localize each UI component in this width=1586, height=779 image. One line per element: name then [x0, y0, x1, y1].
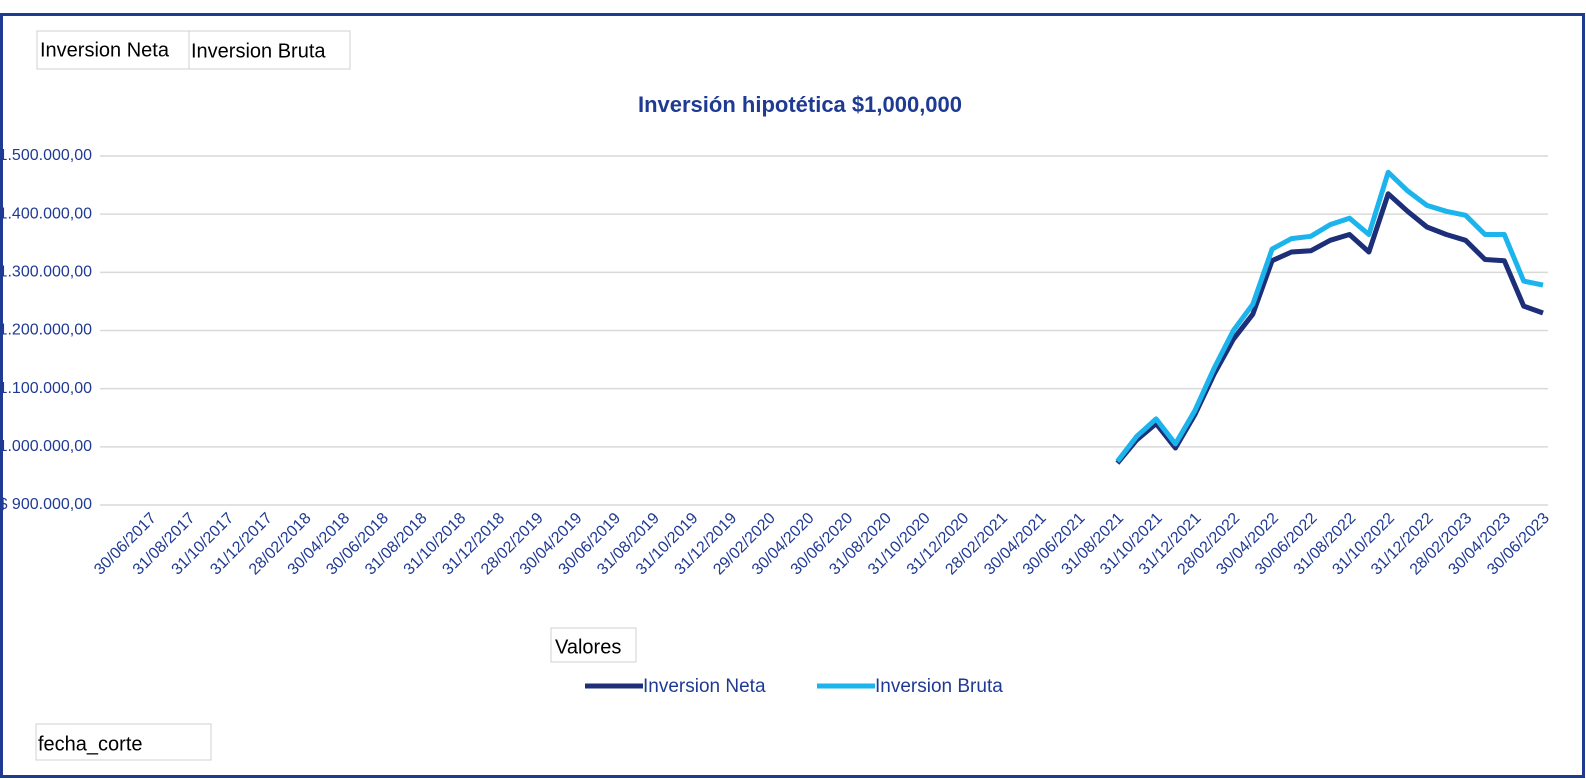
y-tick-label: $ 1.200.000,00 — [0, 322, 92, 339]
axis-button-label[interactable]: fecha_corte — [38, 733, 143, 755]
axis-button[interactable] — [35, 723, 212, 761]
chart-title: Inversión hipotética $1,000,000 — [638, 92, 962, 117]
field-button[interactable] — [36, 30, 190, 70]
values-button-label[interactable]: Valores — [555, 636, 621, 658]
values-button[interactable] — [550, 627, 637, 663]
y-tick-label: $ 900.000,00 — [0, 496, 92, 513]
legend-label: Inversion Bruta — [875, 676, 1003, 697]
chart-frame — [0, 13, 1585, 778]
field-button-label[interactable]: Inversion Neta — [40, 39, 170, 61]
series-line — [1115, 169, 1544, 463]
field-button-label[interactable]: Inversion Bruta — [191, 40, 326, 62]
y-tick-label: $ 1.100.000,00 — [0, 380, 92, 397]
y-tick-label: $ 1.400.000,00 — [0, 205, 92, 222]
y-tick-label: $ 1.000.000,00 — [0, 438, 92, 455]
legend-label: Inversion Neta — [643, 676, 766, 697]
y-tick-label: $ 1.300.000,00 — [0, 264, 92, 281]
field-button[interactable] — [188, 30, 351, 70]
y-tick-label: $ 1.500.000,00 — [0, 147, 92, 164]
